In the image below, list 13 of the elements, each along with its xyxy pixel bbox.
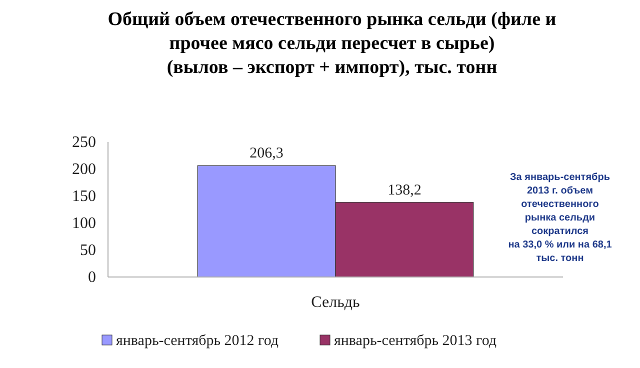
y-tick-label: 150 bbox=[72, 188, 96, 205]
data-label: 138,2 bbox=[388, 182, 422, 198]
y-tick-label: 100 bbox=[72, 215, 96, 232]
y-tick-label: 50 bbox=[80, 242, 96, 259]
data-label: 206,3 bbox=[250, 146, 284, 162]
legend-label: январь-сентябрь 2013 год bbox=[334, 333, 497, 349]
chart-title: Общий объем отечественного рынка сельди (филе и прочее мясо сельди пересчет в сырье) (вылов – экспорт + импорт), тыс. тонн bbox=[108, 9, 556, 78]
y-tick-label: 250 bbox=[72, 134, 96, 151]
legend-label: январь-сентябрь 2012 год bbox=[116, 333, 279, 349]
annotation: За январь-сентябрь 2013 г. объем отечественного рынка сельди сократился на 33,0 % или на 68,1 тыс. тонн bbox=[508, 172, 612, 264]
x-tick-label: Сельдь bbox=[311, 294, 360, 311]
y-tick-label: 0 bbox=[88, 269, 96, 286]
y-tick-label: 200 bbox=[72, 161, 96, 178]
